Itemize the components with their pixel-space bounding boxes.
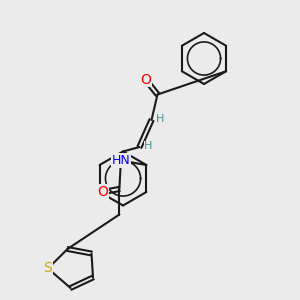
- Text: H: H: [144, 141, 153, 152]
- Text: H: H: [156, 113, 164, 124]
- Text: HN: HN: [112, 154, 130, 167]
- Text: S: S: [44, 262, 52, 275]
- Text: O: O: [98, 185, 108, 199]
- Text: O: O: [140, 73, 151, 86]
